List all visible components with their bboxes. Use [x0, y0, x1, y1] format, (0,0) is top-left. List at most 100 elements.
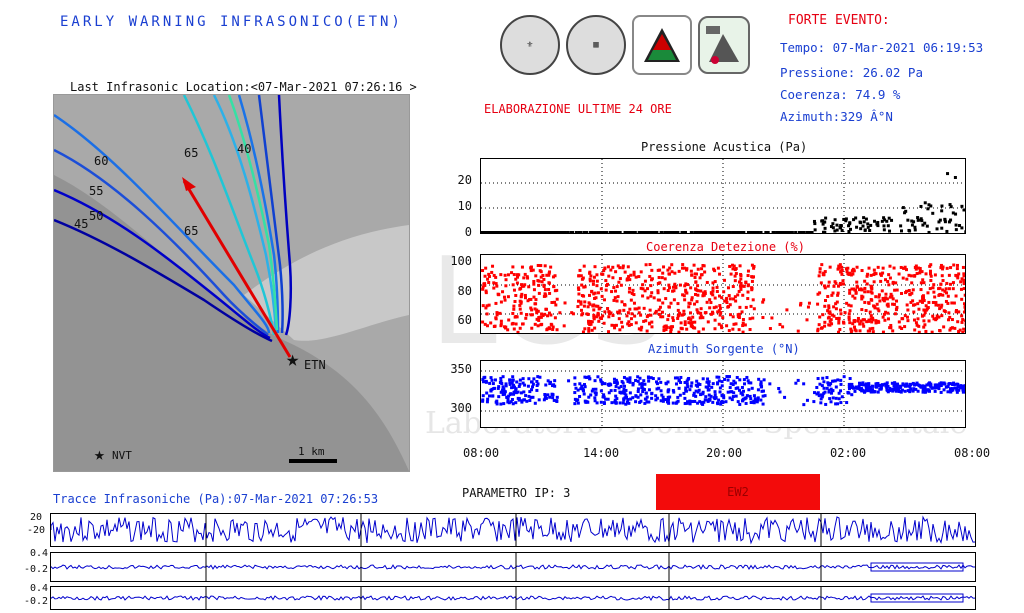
data-point: [491, 395, 494, 398]
data-point: [912, 220, 915, 223]
data-point: [708, 231, 711, 233]
data-point: [945, 300, 948, 303]
data-point: [531, 385, 534, 388]
event-time: Tempo: 07-Mar-2021 06:19:53: [780, 40, 983, 55]
data-point: [935, 386, 938, 389]
data-point: [668, 396, 671, 399]
data-point: [499, 381, 502, 384]
data-point: [812, 400, 815, 403]
data-point: [739, 264, 742, 267]
data-point: [546, 231, 549, 233]
data-point: [676, 376, 679, 379]
data-point: [500, 320, 503, 323]
data-point: [534, 323, 537, 326]
contour-label: 65: [184, 146, 198, 160]
data-point: [693, 327, 696, 330]
data-point: [664, 297, 667, 300]
data-point: [818, 383, 821, 386]
data-point: [570, 311, 573, 314]
volcano-icon: [701, 20, 747, 70]
data-point: [855, 291, 858, 294]
data-point: [683, 294, 686, 297]
data-point: [527, 385, 530, 388]
data-point: [947, 318, 950, 321]
data-point: [512, 305, 515, 308]
data-point: [887, 224, 890, 227]
trace-waveform: [51, 596, 975, 600]
data-point: [959, 329, 962, 332]
data-point: [719, 386, 722, 389]
data-point: [496, 402, 499, 405]
data-point: [870, 287, 873, 290]
data-point: [677, 314, 680, 317]
data-point: [906, 316, 909, 319]
data-point: [519, 300, 522, 303]
data-point: [929, 279, 932, 282]
data-point: [613, 400, 616, 403]
data-point: [882, 298, 885, 301]
data-point: [742, 398, 745, 401]
data-point: [648, 263, 651, 266]
data-point: [639, 377, 642, 380]
data-point: [699, 290, 702, 293]
data-point: [906, 303, 909, 306]
data-point: [910, 281, 913, 284]
data-point: [609, 269, 612, 272]
data-point: [866, 290, 869, 293]
data-point: [512, 283, 515, 286]
data-point: [590, 323, 593, 326]
data-point: [705, 386, 708, 389]
data-point: [488, 304, 491, 307]
data-point: [931, 331, 934, 333]
data-point: [532, 296, 535, 299]
data-point: [485, 291, 488, 294]
data-point: [877, 296, 880, 299]
data-point: [663, 325, 666, 328]
data-point: [524, 317, 527, 320]
data-point: [656, 289, 659, 292]
data-point: [756, 400, 759, 403]
data-point: [735, 395, 738, 398]
data-point: [665, 328, 668, 331]
data-point: [686, 283, 689, 286]
data-point: [595, 284, 598, 287]
data-point: [539, 231, 542, 233]
data-point: [593, 265, 596, 268]
data-point: [749, 395, 752, 398]
data-point: [547, 288, 550, 291]
data-point: [964, 294, 965, 297]
data-point: [759, 399, 762, 402]
data-point: [618, 328, 621, 331]
data-point: [507, 295, 510, 298]
data-point: [642, 320, 645, 323]
data-point: [495, 282, 498, 285]
data-point: [589, 274, 592, 277]
data-point: [932, 301, 935, 304]
data-point: [893, 303, 896, 306]
data-point: [681, 314, 684, 317]
data-point: [543, 285, 546, 288]
data-point: [802, 403, 805, 406]
data-point: [921, 295, 924, 298]
data-point: [603, 402, 606, 405]
data-point: [481, 321, 484, 324]
data-point: [614, 270, 617, 273]
data-point: [823, 284, 826, 287]
data-point: [715, 231, 718, 233]
data-point: [720, 231, 723, 233]
infrasonic-trace-2: [50, 552, 976, 582]
data-point: [912, 288, 915, 291]
data-point: [676, 317, 679, 320]
data-point: [838, 328, 841, 331]
data-point: [504, 299, 507, 302]
data-point: [679, 284, 682, 287]
data-point: [573, 376, 576, 379]
data-point: [631, 292, 634, 295]
data-point: [817, 391, 820, 394]
data-point: [837, 285, 840, 288]
data-point: [495, 231, 498, 233]
data-point: [495, 285, 498, 288]
event-pressure: Pressione: 26.02 Pa: [780, 65, 923, 80]
data-point: [946, 390, 949, 393]
data-point: [693, 264, 696, 267]
